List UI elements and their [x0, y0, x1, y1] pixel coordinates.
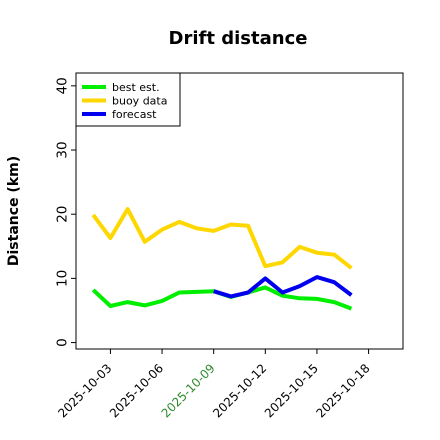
y-tick-label: 30	[55, 141, 71, 158]
legend-label: best est.	[112, 81, 160, 94]
x-tick-label: 2025-10-09	[159, 361, 218, 420]
y-tick-label: 0	[55, 338, 71, 347]
y-tick-label: 20	[55, 206, 71, 223]
y-axis-label: Distance (km)	[6, 156, 22, 266]
series-line-forecast	[213, 275, 353, 299]
series-line-best-est	[91, 285, 353, 311]
x-axis: 2025-10-032025-10-062025-10-092025-10-12…	[55, 349, 373, 420]
y-axis: 0 10 20 30 40	[55, 77, 76, 347]
legend-label: forecast	[112, 108, 157, 121]
x-tick-label: 2025-10-15	[262, 361, 321, 420]
plot-area-frame	[75, 72, 404, 350]
legend-label: buoy data	[112, 95, 167, 108]
x-tick-label: 2025-10-06	[107, 361, 166, 420]
x-tick-label: 2025-10-03	[55, 361, 114, 420]
y-tick-label: 10	[55, 270, 71, 287]
chart-title: Drift distance	[169, 28, 308, 49]
x-tick-label: 2025-10-12	[210, 361, 269, 420]
series-line-buoy-data	[91, 207, 353, 270]
x-tick-label: 2025-10-18	[313, 361, 372, 420]
y-tick-label: 40	[55, 77, 71, 94]
series-layer	[91, 207, 353, 311]
